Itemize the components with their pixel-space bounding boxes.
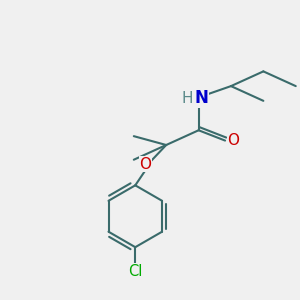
Text: N: N [195,89,208,107]
Text: H: H [182,91,193,106]
Text: O: O [140,157,152,172]
Text: O: O [227,133,239,148]
Text: Cl: Cl [128,264,142,279]
